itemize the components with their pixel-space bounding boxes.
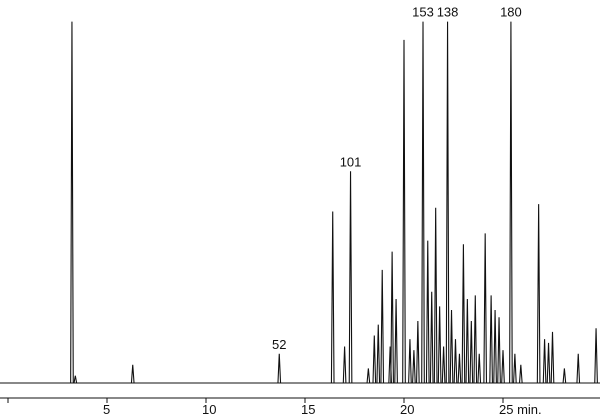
peak [509,21,513,384]
peak [469,320,474,384]
peak [441,346,446,384]
x-tick-label: 25 min. [499,402,542,417]
peak [408,339,412,384]
peak [130,364,135,384]
peak [550,331,555,384]
peak [501,350,505,384]
peak [497,317,501,384]
peak [473,295,478,384]
x-tick-label: 10 [202,402,216,417]
peak [483,233,488,384]
peak [453,339,458,384]
peak-label: 52 [272,337,286,352]
peak [465,299,470,384]
peak [477,353,482,384]
peak [366,368,371,384]
peak [412,350,416,384]
peak [513,353,517,384]
peak [372,335,377,384]
peak [437,306,442,384]
peak [562,368,567,384]
peak-label: 101 [340,154,362,169]
peak [376,324,381,384]
peak [445,21,450,384]
peak [518,364,523,384]
peak [536,204,541,384]
peak [542,339,547,384]
peak [461,244,466,384]
peak [457,353,462,384]
peak [449,309,454,384]
peak [489,295,493,384]
peak [402,39,406,384]
x-tick-label: 20 [400,402,414,417]
peak [330,211,335,384]
peak [73,375,78,384]
peak [70,21,74,384]
peak [421,21,425,384]
peak [394,299,398,384]
peak [348,171,353,384]
peak [390,251,394,384]
peak [277,353,282,384]
peak [380,269,385,384]
peak [546,342,551,384]
peak [429,291,434,384]
peak [425,240,430,384]
peak [342,346,347,384]
x-tick-label: 5 [103,402,110,417]
peak [594,328,598,384]
x-tick-label: 15 [301,402,315,417]
peak-label: 180 [500,5,522,20]
peak [433,207,438,384]
peak [416,320,420,384]
peak-label: 138 [437,5,459,20]
peak-label: 153 [412,5,434,20]
peak [493,309,497,384]
peak [576,353,581,384]
